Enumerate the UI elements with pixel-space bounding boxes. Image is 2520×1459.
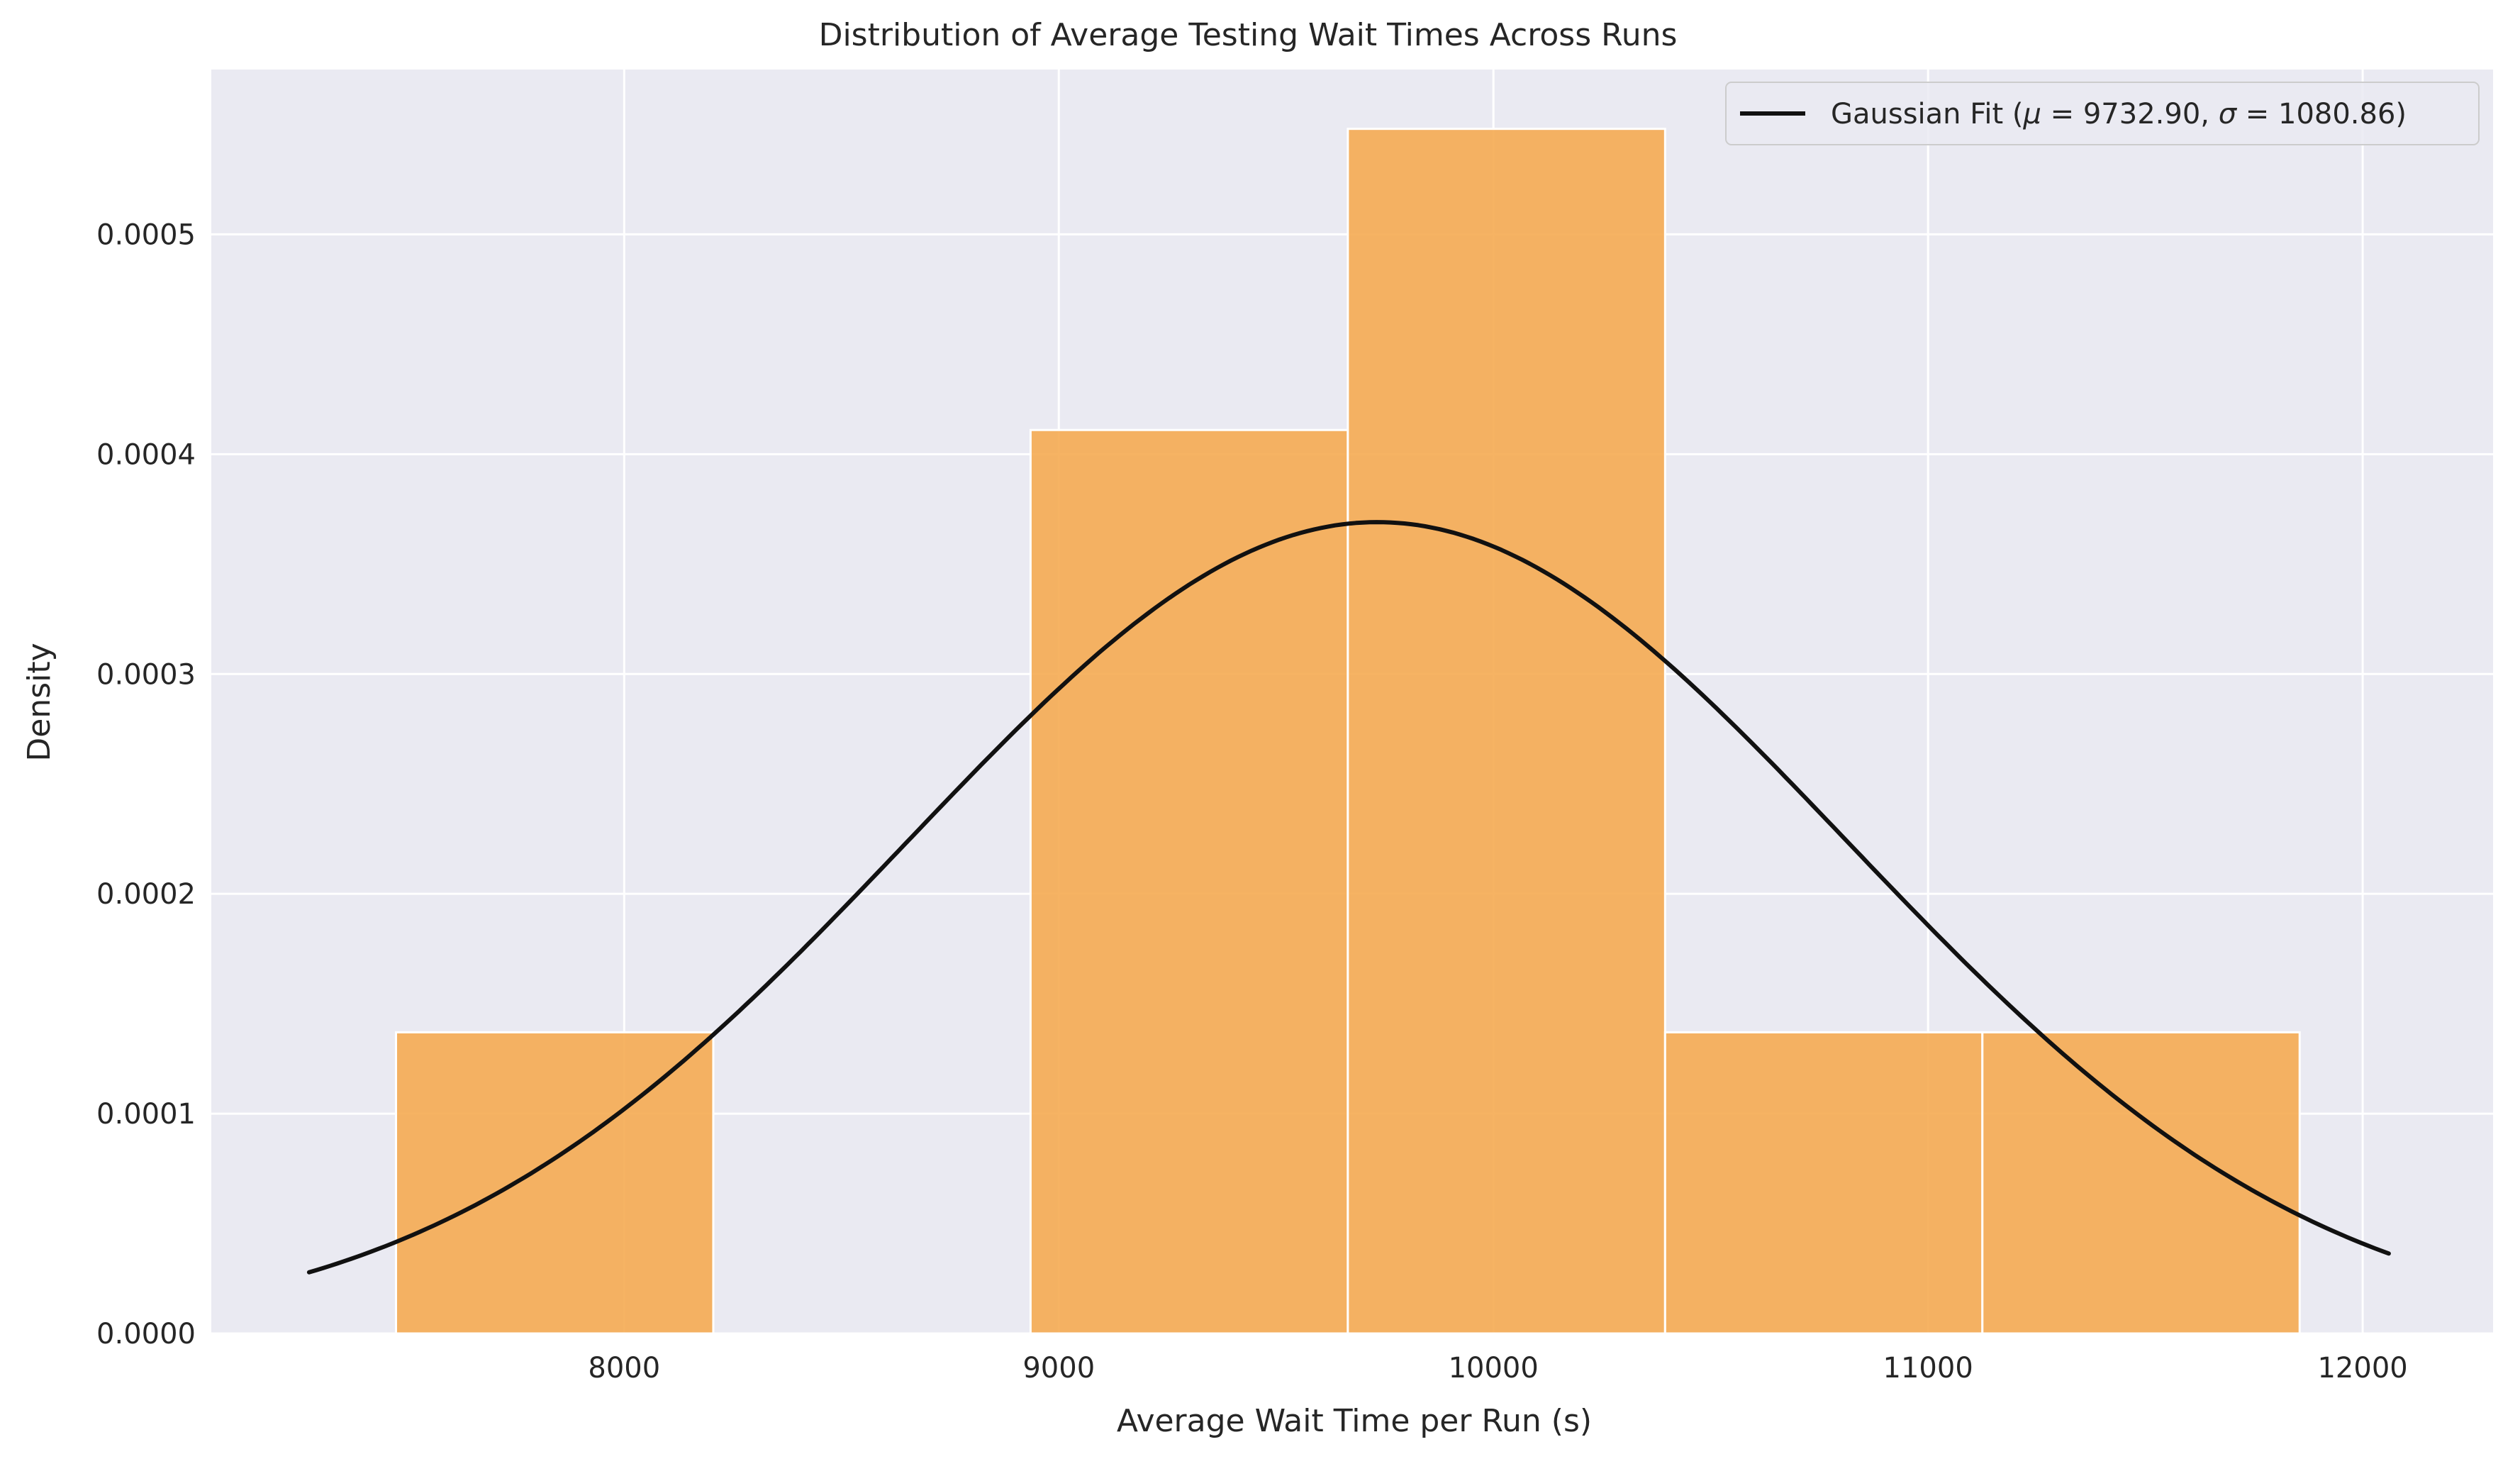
x-tick-label-2: 10000 [1449,1352,1539,1385]
y-tick-label-5: 0.0005 [96,218,196,251]
histogram-bar-4 [1663,1031,1984,1335]
y-tick-label-2: 0.0002 [96,878,196,911]
histogram-bar-3 [1347,128,1666,1335]
gaussian-fit-line-0 [306,520,2391,1275]
y-tick-label-1: 0.0001 [96,1098,196,1131]
x-tick-labels: 8000 9000 10000 11000 12000 [588,1352,2407,1385]
legend-mu-value: = 9732.90, [2041,98,2219,131]
legend-box [1725,82,2480,145]
y-tick-labels: 0.0000 0.0001 0.0002 0.0003 0.0004 0.0005 [96,218,196,1350]
legend-mu-symbol: μ [2022,98,2041,131]
y-tick-label-3: 0.0003 [96,658,196,691]
x-tick-label-3: 11000 [1883,1352,1973,1385]
x-axis-title: Average Wait Time per Run (s) [1117,1403,1592,1439]
legend: Gaussian Fit (μ = 9732.90, σ = 1080.86) [1725,82,2480,145]
x-tick-label-0: 8000 [588,1352,660,1385]
x-tick-label-1: 9000 [1022,1352,1095,1385]
x-tick-label-4: 12000 [2317,1352,2407,1385]
gaussian-curve [306,520,2391,1275]
histogram-bars [395,128,2301,1335]
legend-label: Gaussian Fit (μ = 9732.90, σ = 1080.86) [1831,98,2407,131]
legend-label-prefix: Gaussian Fit ( [1831,98,2023,131]
legend-sigma-symbol: σ [2219,98,2238,131]
y-tick-label-4: 0.0004 [96,438,196,471]
histogram-bar-2 [1029,428,1349,1335]
legend-sigma-value: = 1080.86) [2236,98,2407,131]
y-axis-title: Density [21,643,57,761]
histogram-bar-5 [1981,1031,2301,1335]
chart-title: Distribution of Average Testing Wait Tim… [819,17,1678,53]
y-tick-label-0: 0.0000 [96,1318,196,1350]
